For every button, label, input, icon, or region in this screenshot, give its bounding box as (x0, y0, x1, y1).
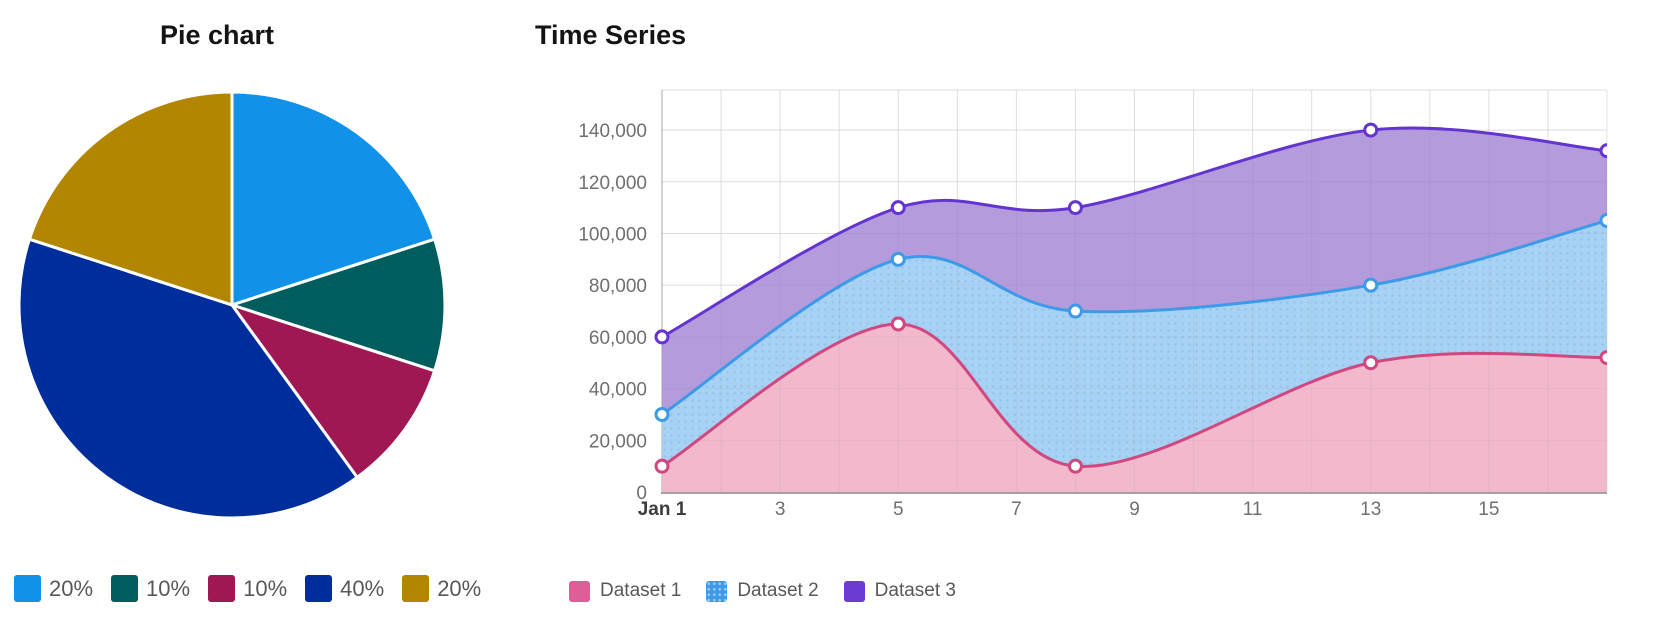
x-axis-labels: Jan 1 3 5 7 9 11 13 15 (638, 499, 1500, 520)
legend-label: 40% (340, 575, 385, 601)
data-point-marker[interactable] (1363, 355, 1379, 371)
legend-label: Dataset 1 (600, 580, 682, 601)
x-tick-label: 13 (1360, 499, 1381, 520)
x-tick-label: 11 (1243, 499, 1263, 520)
ts-legend-item-1[interactable]: Dataset 1 (569, 580, 681, 602)
legend-swatch (402, 575, 430, 602)
pie-slice-0[interactable] (230, 90, 437, 307)
data-point-marker[interactable] (1067, 303, 1083, 319)
pie-chart-title: Pie chart (159, 20, 275, 50)
y-axis-labels: 0 20,000 40,000 60,000 80,000 100,000 120,000 1… (578, 121, 647, 504)
data-point-marker[interactable] (1067, 200, 1083, 216)
y-tick-label: 120,000 (578, 173, 647, 194)
y-tick-label: 80,000 (589, 276, 647, 297)
x-tick-label: 7 (1011, 499, 1022, 520)
pie-slice-1[interactable] (230, 237, 447, 373)
y-tick-label: 0 (636, 483, 647, 504)
time-series-title: Time Series (535, 20, 687, 50)
data-point-marker[interactable] (654, 406, 670, 422)
pie-legend-item-0[interactable]: 20% (14, 575, 93, 602)
legend-swatch (569, 580, 590, 602)
legend-label: 20% (437, 575, 482, 601)
x-tick-label: 9 (1129, 499, 1140, 520)
legend-label: Dataset 3 (874, 580, 956, 601)
x-tick-label: 3 (775, 499, 786, 520)
data-point-marker[interactable] (1363, 277, 1379, 293)
data-point-marker[interactable] (890, 316, 906, 332)
y-tick-label: 140,000 (578, 121, 647, 142)
legend-label: 10% (243, 575, 288, 601)
data-point-marker[interactable] (1599, 350, 1613, 366)
data-point-marker[interactable] (1599, 213, 1613, 229)
time-series-chart[interactable]: 0 20,000 40,000 60,000 80,000 100,000 120,000 1… (535, 75, 1672, 522)
pie-slice-2[interactable] (230, 303, 437, 479)
ts-legend-item-2[interactable]: Dataset 2 (706, 580, 819, 602)
time-series-legend: Dataset 1 Dataset 2 Dataset 3 (569, 580, 956, 602)
data-point-marker[interactable] (1067, 458, 1083, 474)
data-point-marker[interactable] (890, 251, 906, 267)
legend-swatch (111, 575, 139, 602)
pie-legend-item-3[interactable]: 40% (305, 575, 384, 602)
pie-legend-item-1[interactable]: 10% (111, 575, 190, 602)
pie-slice-3[interactable] (17, 237, 359, 520)
legend-swatch (14, 575, 41, 602)
data-point-marker[interactable] (1599, 143, 1613, 159)
x-tick-label: 15 (1478, 499, 1499, 520)
pie-legend-item-2[interactable]: 10% (208, 575, 287, 602)
legend-swatch (208, 575, 236, 602)
ts-legend-item-3[interactable]: Dataset 3 (843, 580, 956, 602)
legend-swatch (706, 580, 728, 602)
pie-chart-legend: 20% 10% 10% 40% 20% (14, 575, 481, 602)
legend-label: 20% (49, 575, 94, 601)
data-point-marker[interactable] (890, 200, 906, 216)
y-tick-label: 100,000 (578, 224, 647, 245)
legend-swatch (843, 580, 865, 602)
legend-label: 10% (146, 575, 191, 601)
y-tick-label: 60,000 (589, 328, 647, 349)
x-tick-label: Jan 1 (638, 499, 687, 520)
legend-label: Dataset 2 (737, 580, 819, 601)
plot-area[interactable] (654, 89, 1613, 493)
y-tick-label: 40,000 (589, 380, 647, 401)
data-point-marker[interactable] (654, 458, 670, 474)
pie-slice-4[interactable] (27, 90, 234, 307)
x-tick-label: 5 (893, 499, 904, 520)
data-point-marker[interactable] (1363, 122, 1379, 138)
pie-legend-item-4[interactable]: 20% (402, 575, 481, 602)
data-point-marker[interactable] (654, 329, 670, 345)
legend-swatch (305, 575, 333, 602)
pie-chart[interactable] (15, 88, 449, 522)
y-tick-label: 20,000 (589, 431, 647, 452)
